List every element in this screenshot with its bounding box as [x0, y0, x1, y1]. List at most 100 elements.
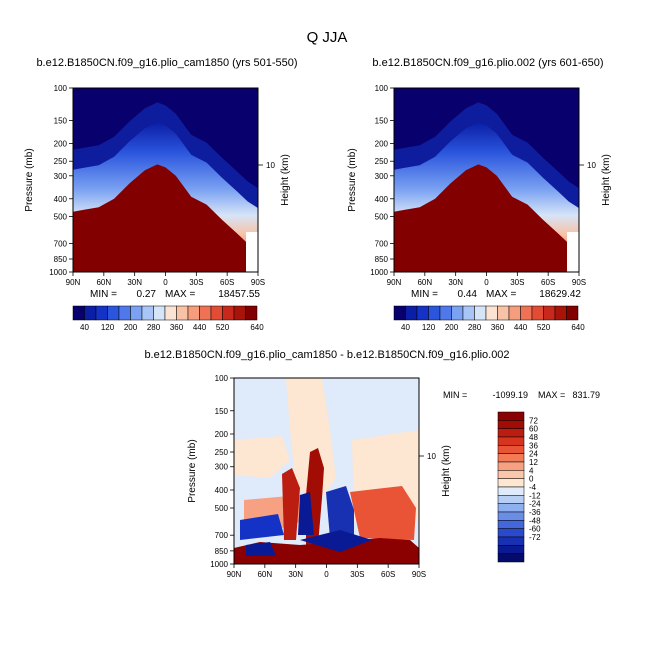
panel-difference-min-label: MIN = [443, 390, 467, 400]
panel-control-max-label: MAX = [165, 289, 195, 300]
colorbar-label: 120 [422, 323, 436, 332]
panel-difference-min-value: -1099.19 [492, 390, 528, 400]
panel-control-ylabel-right: Height (km) [280, 154, 291, 206]
negative-tropical-core [298, 492, 314, 535]
colorbar-label: 640 [571, 323, 585, 332]
x-tick-label: 90S [251, 278, 265, 287]
y-tick-label: 300 [215, 463, 229, 472]
y-tick-label: 700 [375, 239, 389, 248]
colorbar-swatch [485, 305, 498, 321]
colorbar-swatch [497, 528, 525, 538]
x-tick-label: 30N [448, 278, 463, 287]
x-tick-label: 30N [127, 278, 142, 287]
colorbar-swatch [497, 436, 525, 446]
subtropical-tower [282, 468, 300, 540]
colorbar-swatch [416, 305, 429, 321]
x-tick-label: 60N [96, 278, 111, 287]
colorbar-swatch [497, 461, 525, 471]
colorbar-label: 200 [124, 323, 138, 332]
x-tick-label: 60N [257, 570, 272, 579]
x-tick-label: 30S [189, 278, 203, 287]
colorbar-swatch [176, 305, 189, 321]
y-tick-label: 850 [375, 255, 389, 264]
y-tick-label: 500 [375, 213, 389, 222]
colorbar-label: 520 [216, 323, 230, 332]
y-tick-label: 400 [375, 195, 389, 204]
colorbar-swatch [497, 495, 525, 504]
colorbar-swatch [164, 305, 177, 321]
colorbar-label: -60 [529, 525, 541, 534]
colorbar-swatch [554, 305, 567, 321]
colorbar-label: 72 [529, 416, 538, 425]
x-tick-label: 60S [220, 278, 234, 287]
y-tick-label: 100 [375, 84, 389, 93]
x-tick-label: 30N [288, 570, 303, 579]
colorbar-swatch [233, 305, 246, 321]
colorbar-label: 280 [468, 323, 482, 332]
panel-control-right-tick: 10 [266, 161, 275, 170]
colorbar-swatch [497, 428, 525, 438]
colorbar-swatch [497, 553, 525, 563]
colorbar-swatch [107, 305, 120, 321]
x-tick-label: 60N [417, 278, 432, 287]
colorbar-label: 4 [529, 466, 534, 475]
colorbar-control: 40 120 200 280 360 440 520 640 [72, 305, 264, 332]
colorbar-swatch [451, 305, 464, 321]
panel-experiment-xaxis: 90N 60N 30N 0 30S 60S 90S [387, 272, 586, 287]
panel-experiment-ylabel: Pressure (mb) [347, 148, 358, 211]
x-tick-label: 60S [541, 278, 555, 287]
y-tick-label: 150 [54, 116, 68, 125]
panel-experiment-right-tick: 10 [587, 161, 596, 170]
colorbar-swatch [118, 305, 131, 321]
colorbar-swatch [497, 478, 525, 488]
colorbar-swatch [497, 305, 510, 321]
colorbar-label: -36 [529, 508, 541, 517]
colorbar-swatch [497, 536, 525, 546]
x-tick-label: 60S [381, 570, 395, 579]
panel-difference-right-tick: 10 [427, 452, 436, 461]
x-tick-label: 90N [227, 570, 242, 579]
panel-control-min-label: MIN = [90, 289, 117, 300]
page-title: Q JJA [307, 29, 348, 46]
panel-control-title: b.e12.B1850CN.f09_g16.plio_cam1850 (yrs … [36, 57, 297, 69]
colorbar-swatch [474, 305, 487, 321]
colorbar-label: 24 [529, 450, 538, 459]
colorbar-label: -24 [529, 500, 541, 509]
colorbar-swatch [393, 305, 406, 321]
colorbar-swatch [497, 503, 525, 513]
y-tick-label: 100 [54, 84, 68, 93]
colorbar-swatch [520, 305, 533, 321]
panel-experiment-min-value: 0.44 [458, 289, 478, 300]
y-tick-label: 200 [375, 139, 389, 148]
moist-lower-troposphere [394, 164, 579, 272]
colorbar-swatch [462, 305, 475, 321]
colorbar-swatch [245, 305, 258, 321]
colorbar-label: 40 [401, 323, 410, 332]
panel-control-xaxis: 90N 60N 30N 0 30S 60S 90S [66, 272, 265, 287]
y-tick-label: 700 [54, 239, 68, 248]
colorbar-swatch [497, 453, 525, 463]
colorbar-label: 360 [491, 323, 505, 332]
colorbar-swatch [497, 470, 525, 479]
colorbar-swatch [531, 305, 544, 321]
panel-control-field [73, 88, 258, 272]
x-tick-label: 90S [412, 570, 426, 579]
colorbar-label: 40 [80, 323, 89, 332]
panel-control-yaxis: 100 150 200 250 300 400 500 700 850 1000 [49, 84, 73, 277]
colorbar-swatch [497, 486, 525, 496]
colorbar-label: 520 [537, 323, 551, 332]
y-tick-label: 300 [375, 172, 389, 181]
x-tick-label: 0 [163, 278, 168, 287]
panel-experiment-max-value: 18629.42 [539, 289, 581, 300]
y-tick-label: 150 [375, 116, 389, 125]
panel-difference-yaxis: 100 150 200 250 300 400 500 700 850 1000 [210, 374, 234, 569]
colorbar-label: 120 [101, 323, 115, 332]
panel-difference-ylabel: Pressure (mb) [187, 439, 198, 502]
x-tick-label: 90S [572, 278, 586, 287]
panel-difference-ylabel-right: Height (km) [441, 445, 452, 497]
colorbar-swatch [497, 420, 525, 429]
panel-control-min-value: 0.27 [137, 289, 157, 300]
y-tick-label: 200 [54, 139, 68, 148]
surface-negative-pocket [246, 542, 276, 556]
positive-northern-layer [234, 436, 290, 478]
